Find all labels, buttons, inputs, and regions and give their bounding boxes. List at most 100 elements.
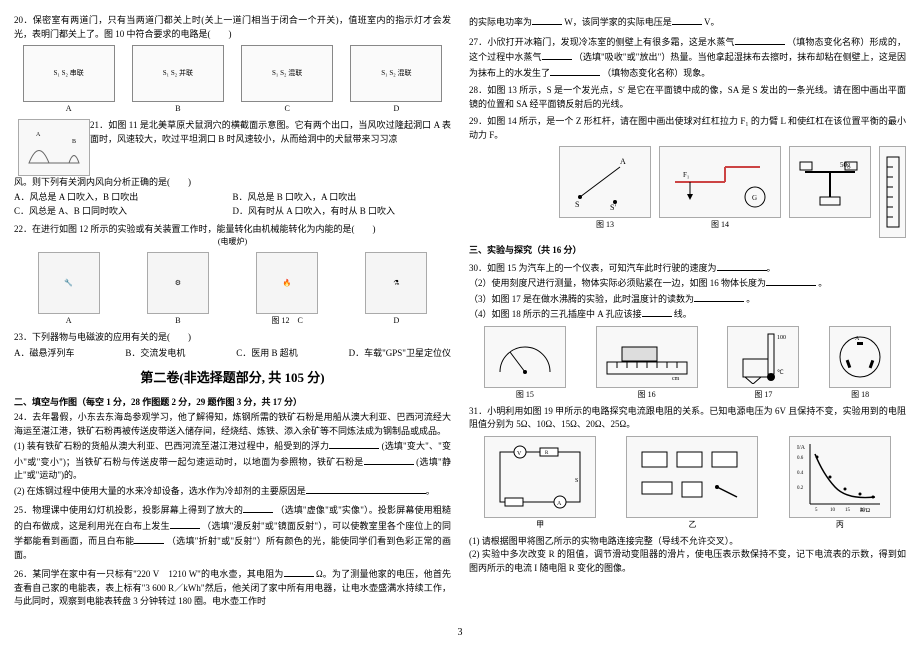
q21-text: 风。则下列有关洞内风向分析正确的是( ) bbox=[14, 176, 451, 190]
svg-text:cm: cm bbox=[672, 376, 680, 382]
left-column: 20．保密室有两道门，只有当两道门都关上时(关上一道门相当于闭合一个开关)，值班… bbox=[10, 10, 455, 617]
q23-c: C．医用 B 超机 bbox=[236, 347, 298, 361]
circuit-d: S₁ S₂ 混联 D bbox=[350, 45, 442, 115]
device-a-label: A bbox=[38, 315, 100, 327]
fig-balance: 50g bbox=[789, 146, 871, 218]
q24-text: 24．去年暑假，小东去东海岛参观学习，他了解得知，炼钢所需的铁矿石粉是用船从澳大… bbox=[14, 411, 451, 438]
exp-title: 三、实验与探究（共 16 分） bbox=[469, 244, 906, 258]
blank bbox=[306, 483, 426, 494]
q22-text: 22．在进行如图 12 所示的实验或有关装置工作时，能量转化由机械能转化为内能的… bbox=[14, 223, 451, 237]
circuit-a-label: A bbox=[23, 103, 115, 115]
fig17-label: 图 17 bbox=[727, 389, 799, 401]
q31-parts: (1) 请根据图甲将图乙所示的实物电路连接完整（导线不允许交叉）。 (2) 实验… bbox=[469, 535, 906, 576]
svg-text:A: A bbox=[557, 501, 562, 507]
fig-yi-wrap: 乙 bbox=[626, 436, 758, 531]
fig16-label: 图 16 bbox=[596, 389, 698, 401]
q21-a: A．风总是 A 口吹入，B 口吹出 bbox=[14, 191, 233, 205]
q28: 28．如图 13 所示，S 是一个发光点，S′ 是它在平面镜中成的像，SA 是 … bbox=[469, 84, 906, 111]
q21-d: D．风有时从 A 口吹入，有时从 B 口吹入 bbox=[233, 205, 452, 219]
fig14-label: 图 14 bbox=[659, 219, 781, 231]
fig-jia: V A R S bbox=[484, 436, 596, 518]
fig15-label: 图 15 bbox=[484, 389, 566, 401]
q31: 31．小明利用如图 19 甲所示的电路探究电流跟电阻的关系。已知电源电压为 6V… bbox=[469, 405, 906, 432]
q24-p2: (2) 在炼钢过程中使用大量的水来冷却设备，选水作为冷却剂的主要原因是。 bbox=[14, 483, 451, 499]
circuit-c: S₁ S₂ 混联 C bbox=[241, 45, 333, 115]
device-d-label: D bbox=[365, 315, 427, 327]
q23-text: 23．下列器物与电磁波的应用有关的是( ) bbox=[14, 331, 451, 345]
svg-text:A: A bbox=[620, 157, 626, 166]
q22-hint: (电暖炉) bbox=[14, 236, 451, 248]
mirror-diagram: S A S′ bbox=[565, 152, 645, 212]
circuit-d-label: D bbox=[350, 103, 442, 115]
q24: 24．去年暑假，小东去东海岛参观学习，他了解得知，炼钢所需的铁矿石粉是用船从澳大… bbox=[14, 411, 451, 498]
svg-text:15: 15 bbox=[845, 508, 851, 513]
svg-text:0.4: 0.4 bbox=[797, 471, 804, 476]
q23: 23．下列器物与电磁波的应用有关的是( ) A．磁悬浮列车 B．交流发电机 C．… bbox=[14, 331, 451, 360]
fill-title: 二、填空与作图（每空 1 分，28 作图题 2 分，29 题作图 3 分，共 1… bbox=[14, 396, 451, 410]
device-d: ⚗ D bbox=[365, 252, 427, 327]
blank bbox=[134, 533, 164, 544]
q23-a: A．磁悬浮列车 bbox=[14, 347, 75, 361]
fig18-wrap: A 图 18 bbox=[829, 326, 891, 401]
blank bbox=[550, 65, 600, 76]
q20-text: 20．保密室有两道门，只有当两道门都关上时(关上一道门相当于闭合一个开关)，值班… bbox=[14, 14, 451, 41]
device-a: 🔧 A bbox=[38, 252, 100, 327]
blank bbox=[243, 502, 273, 513]
q21-options: A．风总是 A 口吹入，B 口吹出 B．风总是 B 口吹入，A 口吹出 C．风总… bbox=[14, 191, 451, 219]
circuit-d-fig: S₁ S₂ 混联 bbox=[350, 45, 442, 102]
q22: 22．在进行如图 12 所示的实验或有关装置工作时，能量转化由机械能转化为内能的… bbox=[14, 223, 451, 328]
fig-11: A B bbox=[18, 119, 90, 176]
svg-text:G: G bbox=[752, 194, 757, 202]
q24-p1: (1) 装有铁矿石粉的货船从澳大利亚、巴西河流至湛江港过程中，船受到的浮力 (选… bbox=[14, 438, 451, 483]
fig-bing-label: 丙 bbox=[789, 519, 891, 531]
blank bbox=[170, 518, 200, 529]
fig-15 bbox=[484, 326, 566, 388]
device-c-fig: 🔥 bbox=[256, 252, 318, 314]
q26-cont: 的实际电功率为 W，该同学家的实际电压是 V。 bbox=[469, 14, 906, 30]
q23-options: A．磁悬浮列车 B．交流发电机 C．医用 B 超机 D．车载"GPS"卫星定位仪 bbox=[14, 347, 451, 361]
fig-yi bbox=[626, 436, 758, 518]
fig-bing: I/A R/Ω 0.6 0.4 0.2 5 10 15 20 bbox=[789, 436, 891, 518]
q29: 29．如图 14 所示，是一个 Z 形杠杆，请在图中画出使球对红杠拉力 F₁ 的… bbox=[469, 115, 906, 142]
blank bbox=[694, 291, 744, 302]
q30-main: 30．如图 15 为汽车上的一个仪表，可知汽车此时行驶的速度为。 bbox=[469, 260, 906, 276]
circuit-b-fig: S₁ S₂ 并联 bbox=[132, 45, 224, 102]
q25: 25．物理课中使用幻灯机投影，投影屏幕上得到了放大的 （选填"虚像"或"实像"）… bbox=[14, 502, 451, 562]
fig-13: S A S′ bbox=[559, 146, 651, 218]
svg-text:F₁: F₁ bbox=[683, 171, 689, 179]
svg-text:5: 5 bbox=[815, 508, 818, 513]
exam-page: 20．保密室有两道门，只有当两道门都关上时(关上一道门相当于闭合一个开关)，值班… bbox=[10, 10, 910, 617]
fig-jia-label: 甲 bbox=[484, 519, 596, 531]
svg-text:0.6: 0.6 bbox=[797, 456, 804, 461]
q23-b: B．交流发电机 bbox=[125, 347, 185, 361]
svg-text:10: 10 bbox=[830, 508, 836, 513]
svg-text:I/A: I/A bbox=[797, 445, 806, 451]
fig-bing-wrap: I/A R/Ω 0.6 0.4 0.2 5 10 15 20 bbox=[789, 436, 891, 531]
q30: 30．如图 15 为汽车上的一个仪表，可知汽车此时行驶的速度为。 （2）使用刻度… bbox=[469, 260, 906, 322]
device-b-fig: ⚙ bbox=[147, 252, 209, 314]
svg-text:V: V bbox=[517, 451, 522, 457]
figs-q31: V A R S 甲 bbox=[469, 436, 906, 531]
svg-text:A: A bbox=[855, 336, 860, 342]
blank bbox=[717, 260, 767, 271]
section2-title: 第二卷(非选择题部分, 共 105 分) bbox=[14, 368, 451, 388]
fig18-label: 图 18 bbox=[829, 389, 891, 401]
q30-p4: （4）如图 18 所示的三孔插座中 A 孔应该接 线。 bbox=[469, 306, 906, 322]
svg-text:S: S bbox=[575, 200, 579, 209]
lever-diagram: F₁ G bbox=[665, 152, 775, 212]
q21: A B 21．如图 11 是北美草原犬鼠洞穴的横截面示意图。它有两个出口，当风吹… bbox=[14, 119, 451, 219]
fig13-label: 图 13 bbox=[559, 219, 651, 231]
svg-text:S: S bbox=[575, 478, 578, 484]
q31-main: 31．小明利用如图 19 甲所示的电路探究电流跟电阻的关系。已知电源电压为 6V… bbox=[469, 405, 906, 432]
cylinder-wrap bbox=[879, 146, 906, 238]
q22-devices: 🔧 A ⚙ B 🔥 图 12 C ⚗ D bbox=[14, 252, 451, 327]
fig-17: 100 ℃ bbox=[727, 326, 799, 388]
graph-icon: I/A R/Ω 0.6 0.4 0.2 5 10 15 20 bbox=[795, 439, 885, 514]
circuit-c-fig: S₁ S₂ 混联 bbox=[241, 45, 333, 102]
q20-circuits: S₁ S₂ 串联 A S₁ S₂ 并联 B S₁ S₂ 混联 C S₁ S₂ 混… bbox=[14, 45, 451, 115]
socket-icon: A bbox=[835, 332, 885, 382]
fig-14: F₁ G bbox=[659, 146, 781, 218]
fig-18: A bbox=[829, 326, 891, 388]
svg-text:0.2: 0.2 bbox=[797, 486, 804, 491]
q21-side: 21．如图 11 是北美草原犬鼠洞穴的横截面示意图。它有两个出口，当风吹过隆起洞… bbox=[90, 119, 451, 146]
